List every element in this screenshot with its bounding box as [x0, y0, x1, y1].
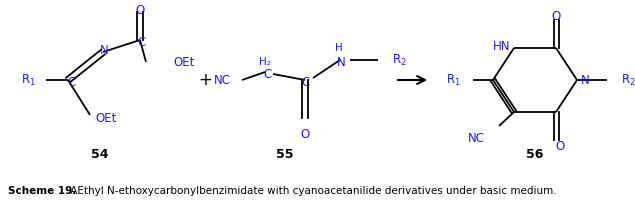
Text: NC: NC: [468, 132, 485, 144]
Text: H: H: [335, 43, 343, 53]
Text: C: C: [67, 75, 75, 89]
Text: H₂: H₂: [259, 57, 271, 67]
Text: $\mathregular{R_1}$: $\mathregular{R_1}$: [446, 72, 461, 88]
Text: N: N: [100, 43, 109, 57]
Text: C: C: [263, 68, 271, 81]
Text: +: +: [198, 71, 212, 89]
Text: AEthyl N-ethoxycarbonylbenzimidate with cyanoacetanilide derivatives under basic: AEthyl N-ethoxycarbonylbenzimidate with …: [67, 186, 556, 196]
Text: N: N: [337, 55, 345, 69]
Text: N: N: [581, 73, 590, 86]
Text: O: O: [556, 140, 565, 153]
Text: OEt: OEt: [95, 112, 116, 125]
Text: NC: NC: [214, 73, 231, 86]
Text: O: O: [551, 10, 561, 22]
Text: $\mathregular{R_1}$: $\mathregular{R_1}$: [21, 72, 36, 88]
Text: O: O: [300, 129, 310, 142]
Text: $\mathregular{R_2}$: $\mathregular{R_2}$: [621, 72, 635, 88]
Text: HN: HN: [493, 40, 510, 52]
Text: Scheme 19.: Scheme 19.: [8, 186, 76, 196]
Text: C: C: [302, 75, 310, 89]
Text: OEt: OEt: [173, 55, 194, 69]
Text: 54: 54: [91, 149, 109, 162]
Text: $\mathregular{R_2}$: $\mathregular{R_2}$: [392, 52, 407, 68]
Text: C: C: [138, 35, 146, 49]
Text: O: O: [135, 3, 145, 17]
Text: 56: 56: [526, 149, 544, 162]
Text: 55: 55: [276, 149, 294, 162]
